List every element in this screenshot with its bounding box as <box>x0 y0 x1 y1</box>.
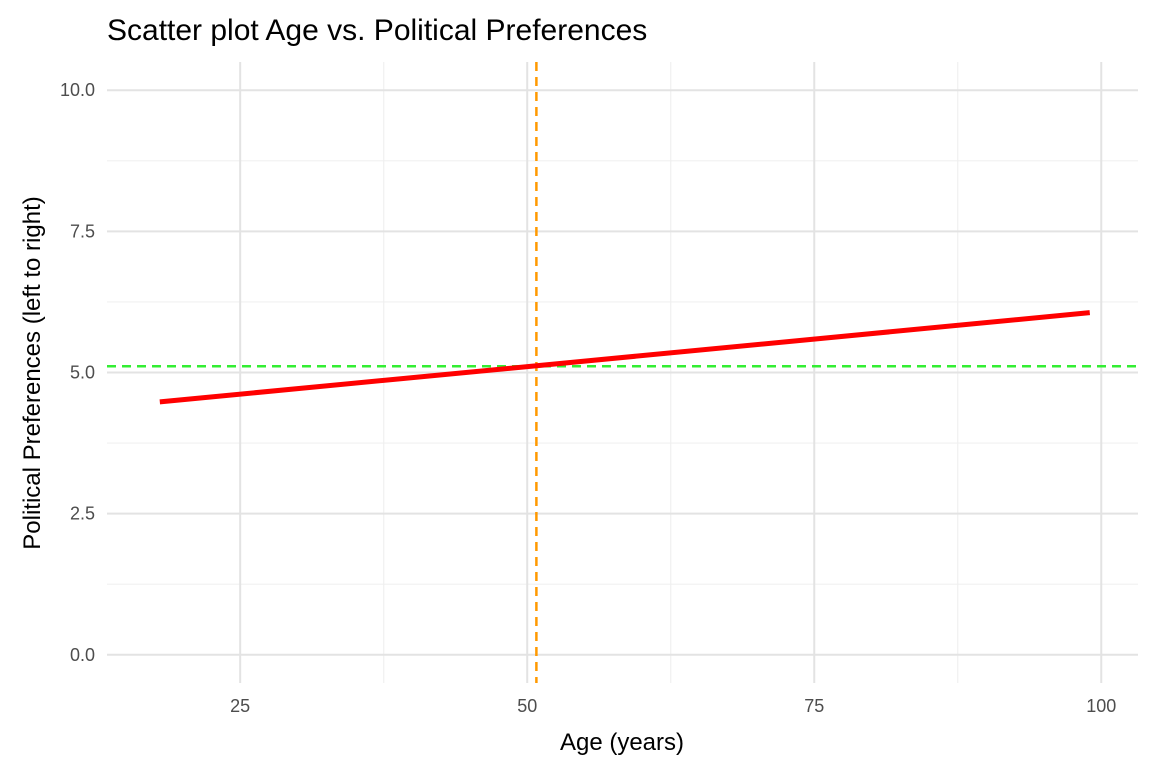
series-layer <box>159 310 1091 405</box>
y-tick-label: 2.5 <box>70 504 95 524</box>
y-axis-title: Political Preferences (left to right) <box>19 196 46 549</box>
reference-lines <box>107 62 1138 683</box>
grid <box>107 62 1138 683</box>
x-tick-label: 50 <box>517 696 537 716</box>
y-tick-label: 5.0 <box>70 363 95 383</box>
x-tick-label: 25 <box>230 696 250 716</box>
y-tick-label: 10.0 <box>60 80 95 100</box>
x-tick-label: 75 <box>804 696 824 716</box>
y-tick-label: 7.5 <box>70 221 95 241</box>
regression-line <box>159 310 1091 405</box>
chart-title: Scatter plot Age vs. Political Preferenc… <box>107 14 647 47</box>
x-axis-title: Age (years) <box>560 729 684 756</box>
tick-labels: 25 50 75 100 0.0 2.5 5.0 7.5 10.0 <box>60 80 1116 716</box>
x-tick-label: 100 <box>1086 696 1116 716</box>
y-tick-label: 0.0 <box>70 645 95 665</box>
